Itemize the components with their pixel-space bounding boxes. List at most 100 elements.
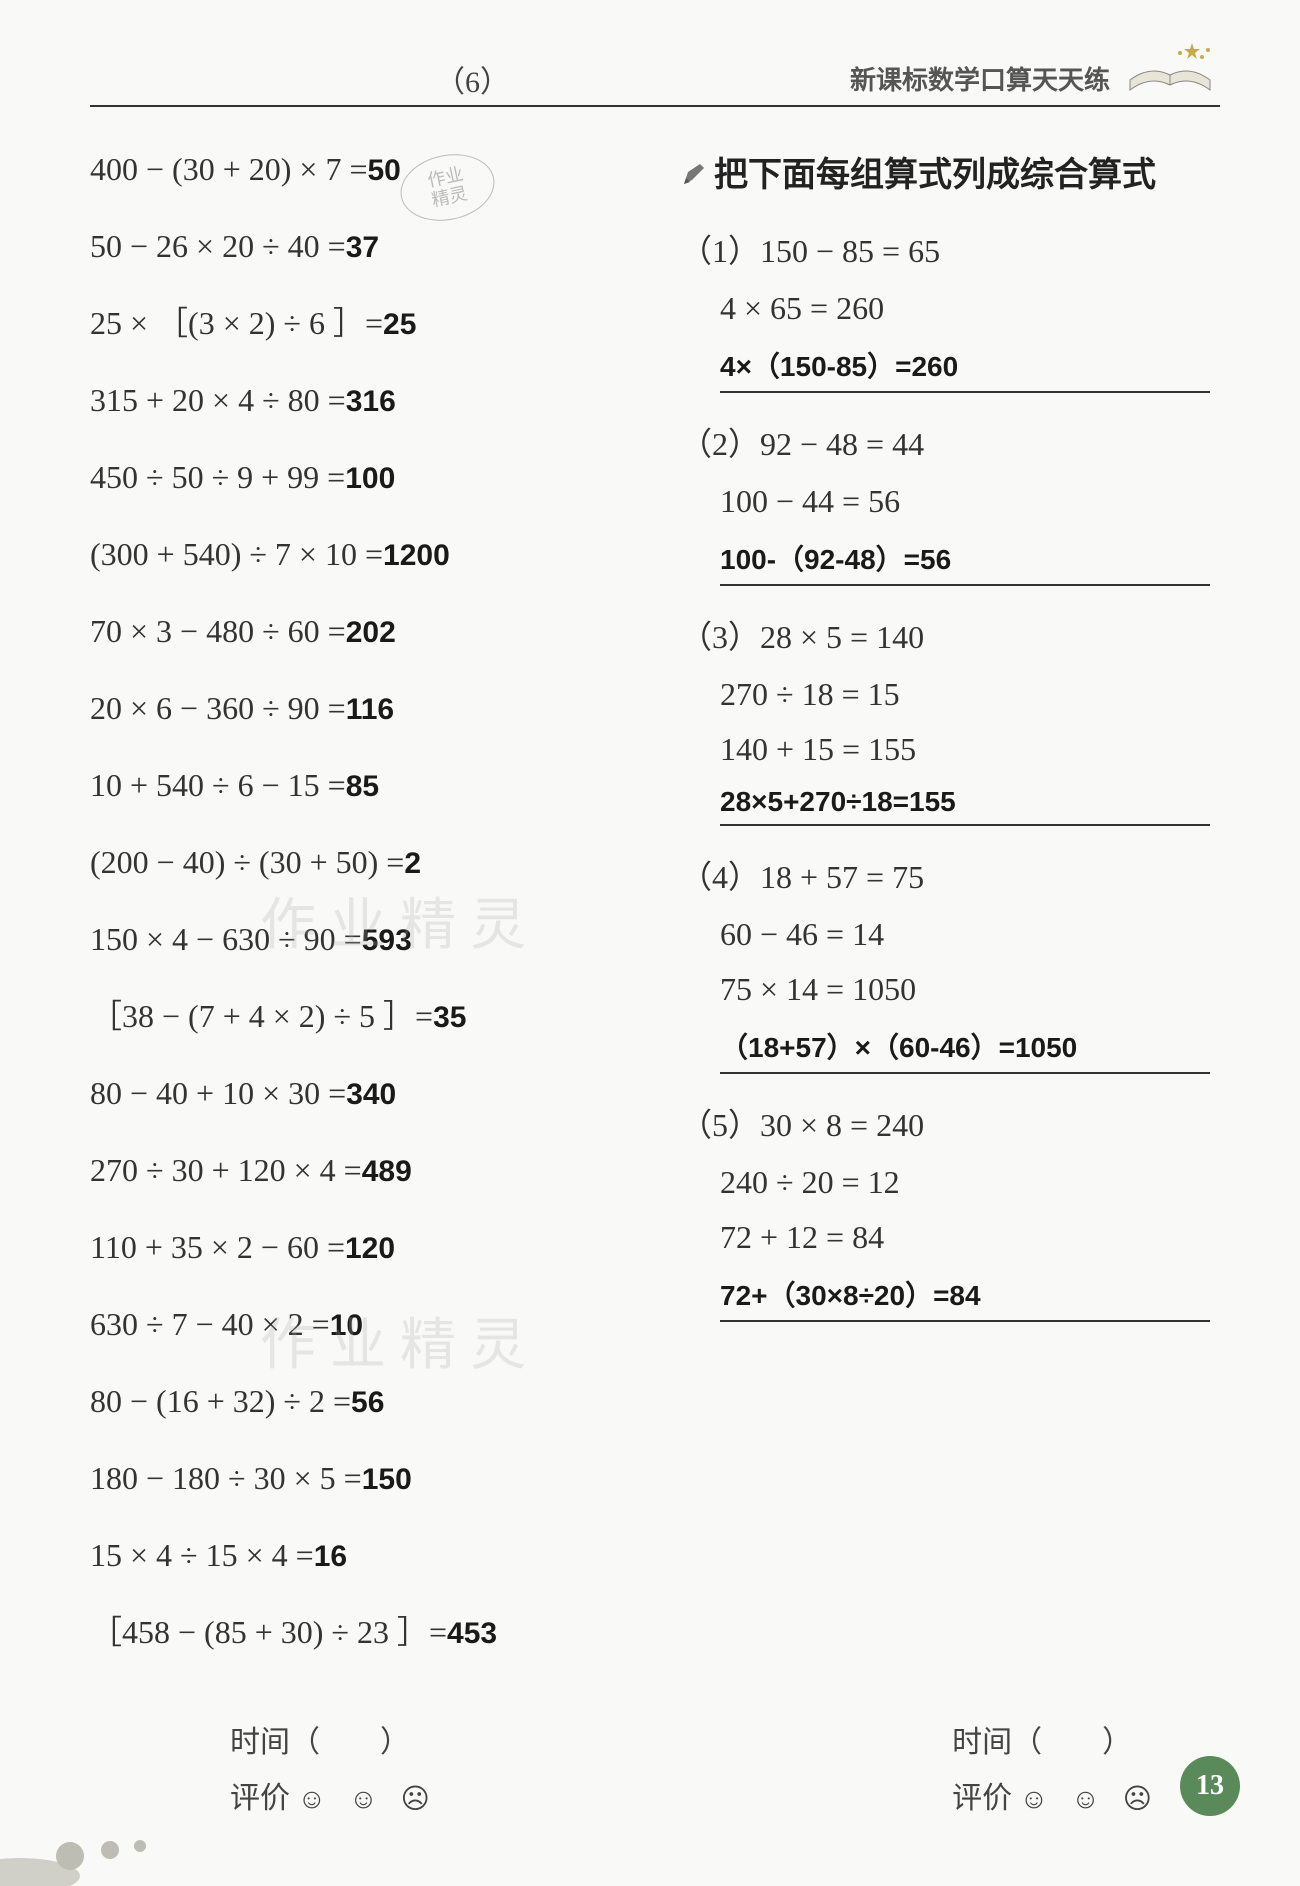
page-header: （6） 新课标数学口算天天练 — [90, 60, 1220, 107]
equation-expr: 25 × ［(3 × 2) ÷ 6 ］= — [90, 305, 383, 341]
equation-expr: 315 + 20 × 4 ÷ 80 = — [90, 382, 346, 418]
heading-text: 把下面每组算式列成综合算式 — [714, 156, 1156, 194]
equation-expr: 180 − 180 ÷ 30 × 5 = — [90, 1460, 362, 1496]
equation-expr: 630 ÷ 7 − 40 × 2 = — [90, 1306, 330, 1342]
problem-step: 72 + 12 = 84 — [720, 1219, 1220, 1256]
equation-answer: 593 — [362, 924, 412, 957]
equation-line: 110 + 35 × 2 − 60 =120 — [90, 1225, 630, 1270]
equation-line: (200 − 40) ÷ (30 + 50) =2 — [90, 840, 630, 885]
equation-answer: 202 — [346, 616, 396, 649]
equation-answer: 489 — [362, 1155, 412, 1188]
equation-expr: ［38 − (7 + 4 × 2) ÷ 5 ］= — [90, 998, 433, 1034]
problem-step: （2）92 − 48 = 44 — [680, 419, 1220, 465]
equation-line: (300 + 540) ÷ 7 × 10 =1200 — [90, 532, 630, 577]
left-column: 400 − (30 + 20) × 7 =50 50 − 26 × 20 ÷ 40… — [90, 147, 630, 1687]
problem-group: （5）30 × 8 = 240 240 ÷ 20 = 12 72 + 12 = 84… — [680, 1100, 1220, 1322]
equation-answer: 35 — [433, 1001, 466, 1034]
equation-line: 630 ÷ 7 − 40 × 2 =10 — [90, 1302, 630, 1347]
top-page-number: （6） — [435, 57, 510, 101]
problem-step: （4）18 + 57 = 75 — [680, 852, 1220, 898]
equation-expr: 20 × 6 − 360 ÷ 90 = — [90, 690, 346, 726]
equation-line: 50 − 26 × 20 ÷ 40 =37 — [90, 224, 630, 269]
equation-line: ［38 − (7 + 4 × 2) ÷ 5 ］=35 — [90, 994, 630, 1039]
equation-expr: 15 × 4 ÷ 15 × 4 = — [90, 1537, 314, 1573]
equation-line: 20 × 6 − 360 ÷ 90 =116 — [90, 686, 630, 731]
combined-expression-answer: 100-（92-48）=56 — [720, 538, 1210, 586]
equation-answer: 85 — [346, 770, 379, 803]
equation-expr: 400 − (30 + 20) × 7 = — [90, 151, 368, 187]
problem-step: （3）28 × 5 = 140 — [680, 612, 1220, 658]
equation-expr: 80 − (16 + 32) ÷ 2 = — [90, 1383, 351, 1419]
problem-group: （3）28 × 5 = 140 270 ÷ 18 = 15 140 + 15 = 1… — [680, 612, 1220, 826]
equation-expr: 80 − 40 + 10 × 30 = — [90, 1075, 346, 1111]
equation-answer: 10 — [330, 1309, 363, 1342]
combined-expression-answer: 72+（30×8÷20）=84 — [720, 1274, 1210, 1322]
equation-answer: 16 — [314, 1540, 347, 1573]
equation-answer: 340 — [346, 1078, 396, 1111]
equation-line: 315 + 20 × 4 ÷ 80 =316 — [90, 378, 630, 423]
combined-expression-answer: （18+57）×（60-46）=1050 — [720, 1026, 1210, 1074]
equation-line: 70 × 3 − 480 ÷ 60 =202 — [90, 609, 630, 654]
equation-answer: 316 — [346, 385, 396, 418]
equation-expr: 450 ÷ 50 ÷ 9 + 99 = — [90, 459, 345, 495]
problem-step: 140 + 15 = 155 — [720, 731, 1220, 768]
equation-answer: 116 — [346, 693, 394, 726]
rating-label: 评价 — [952, 1782, 1012, 1815]
problem-group: （1）150 − 85 = 654 × 65 = 2604×（150-85）=2… — [680, 226, 1220, 393]
problem-step: 100 − 44 = 56 — [720, 483, 1220, 520]
time-field-left: 时间（ ） — [230, 1717, 438, 1761]
corner-decoration-icon — [0, 1806, 260, 1886]
equation-answer: 453 — [447, 1617, 497, 1650]
equation-expr: (300 + 540) ÷ 7 × 10 = — [90, 536, 383, 572]
combined-expression-answer: 28×5+270÷18=155 — [720, 786, 1210, 826]
problem-group: （4）18 + 57 = 75 60 − 46 = 14 75 × 14 = 105… — [680, 852, 1220, 1074]
equation-expr: ［458 − (85 + 30) ÷ 23 ］= — [90, 1614, 447, 1650]
equation-expr: (200 − 40) ÷ (30 + 50) = — [90, 844, 404, 880]
equation-expr: 270 ÷ 30 + 120 × 4 = — [90, 1152, 362, 1188]
equation-answer: 25 — [383, 308, 416, 341]
problem-step: 75 × 14 = 1050 — [720, 971, 1220, 1008]
equation-answer: 150 — [362, 1463, 412, 1496]
footer-left: 时间（ ） 评价 ☺ ☺ ☹ — [230, 1717, 438, 1817]
right-column: 把下面每组算式列成综合算式 （1）150 − 85 = 65 4 × 65 = 2… — [670, 147, 1220, 1687]
rating-row-right: 评价 ☺ ☺ ☹ — [952, 1773, 1160, 1817]
time-field-right: 时间（ ） — [952, 1717, 1160, 1761]
equation-line: ［458 − (85 + 30) ÷ 23 ］=453 — [90, 1610, 630, 1655]
problem-step: 270 ÷ 18 = 15 — [720, 676, 1220, 713]
footer: 时间（ ） 评价 ☺ ☺ ☹ 时间（ ） 评价 ☺ ☺ ☹ — [90, 1717, 1220, 1817]
problem-step: （5）30 × 8 = 240 — [680, 1100, 1220, 1146]
equation-expr: 110 + 35 × 2 − 60 = — [90, 1229, 345, 1265]
problem-group: （2）92 − 48 = 44 100 − 44 = 56 100-（92-48）=… — [680, 419, 1220, 586]
equation-line: 180 − 180 ÷ 30 × 5 =150 — [90, 1456, 630, 1501]
page-number-badge: 13 — [1180, 1756, 1240, 1816]
equation-line: 10 + 540 ÷ 6 − 15 =85 — [90, 763, 630, 808]
equation-expr: 50 − 26 × 20 ÷ 40 = — [90, 228, 346, 264]
equation-expr: 10 + 540 ÷ 6 − 15 = — [90, 767, 346, 803]
right-heading: 把下面每组算式列成综合算式 — [680, 147, 1220, 196]
main-content: 400 − (30 + 20) × 7 =50 50 − 26 × 20 ÷ 40… — [90, 147, 1220, 1687]
equation-line: 150 × 4 − 630 ÷ 90 =593 — [90, 917, 630, 962]
problem-step: 240 ÷ 20 = 12 — [720, 1164, 1220, 1201]
problem-step: （1）150 − 85 = 65 — [680, 226, 1220, 272]
equation-answer: 50 — [368, 154, 401, 187]
footer-right: 时间（ ） 评价 ☺ ☺ ☹ — [952, 1717, 1160, 1817]
equation-line: 80 − (16 + 32) ÷ 2 =56 — [90, 1379, 630, 1424]
rating-faces-icon: ☺ ☺ ☹ — [1020, 1784, 1160, 1815]
problem-step: 4 × 65 = 260 — [720, 290, 1220, 327]
equation-answer: 37 — [346, 231, 379, 264]
equation-line: 450 ÷ 50 ÷ 9 + 99 =100 — [90, 455, 630, 500]
rating-row-left: 评价 ☺ ☺ ☹ — [230, 1773, 438, 1817]
rating-faces-icon: ☺ ☺ ☹ — [298, 1784, 438, 1815]
equation-line: 270 ÷ 30 + 120 × 4 =489 — [90, 1148, 630, 1193]
equation-answer: 2 — [404, 847, 421, 880]
equation-answer: 100 — [345, 462, 395, 495]
equation-line: 25 × ［(3 × 2) ÷ 6 ］=25 — [90, 301, 630, 346]
problem-step: 60 − 46 = 14 — [720, 916, 1220, 953]
pencil-icon — [680, 160, 708, 188]
open-book-icon — [1120, 35, 1220, 100]
equation-line: 400 − (30 + 20) × 7 =50 — [90, 147, 630, 192]
equation-answer: 120 — [345, 1232, 395, 1265]
equation-line: 80 − 40 + 10 × 30 =340 — [90, 1071, 630, 1116]
equation-expr: 150 × 4 − 630 ÷ 90 = — [90, 921, 362, 957]
equation-expr: 70 × 3 − 480 ÷ 60 = — [90, 613, 346, 649]
